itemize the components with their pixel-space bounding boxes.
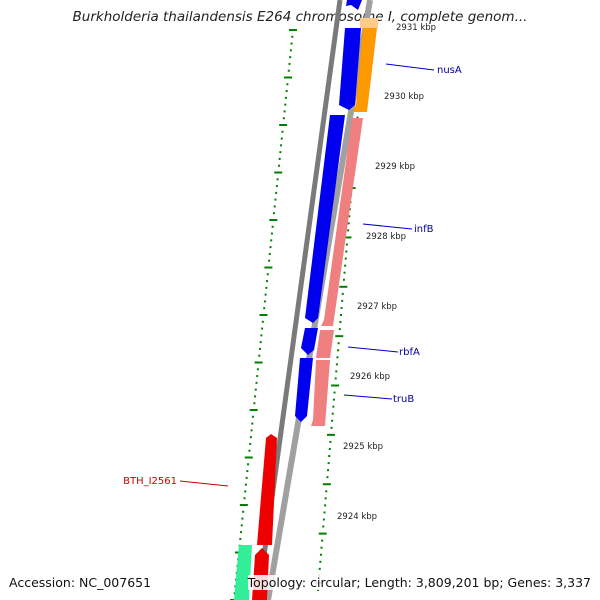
gene-labels: nusA infB rbfA truB BTH_I2561 xyxy=(123,65,462,487)
gene-nusA-upstream-light xyxy=(360,18,378,28)
gene-red-lower[interactable] xyxy=(252,548,269,600)
gene-label-nusA[interactable]: nusA xyxy=(437,65,462,76)
leader-infB xyxy=(362,223,413,230)
scale-label: 2925 kbp xyxy=(343,442,383,452)
gene-forward-blue-2[interactable] xyxy=(305,115,345,323)
leader-BTH_I2561 xyxy=(179,480,229,487)
gene-green-lower[interactable] xyxy=(234,545,252,600)
gene-rbfA[interactable] xyxy=(316,330,334,358)
scale-label: 2926 kbp xyxy=(350,372,390,382)
gene-label-BTH_I2561[interactable]: BTH_I2561 xyxy=(123,476,177,487)
gene-forward-blue-4[interactable] xyxy=(295,358,313,422)
accession-text: Accession: NC_007651 xyxy=(9,575,152,590)
leader-rbfA xyxy=(347,346,399,353)
gene-infB[interactable] xyxy=(321,118,363,326)
gene-forward-blue-1[interactable] xyxy=(339,28,361,110)
gene-truB[interactable] xyxy=(311,360,330,426)
scale-label: 2930 kbp xyxy=(384,92,424,102)
scale-label: 2931 kbp xyxy=(396,23,436,33)
gene-label-rbfA[interactable]: rbfA xyxy=(399,347,420,358)
gene-nusA-upstream-blue[interactable] xyxy=(346,0,362,10)
scale-label: 2929 kbp xyxy=(375,162,415,172)
gene-label-infB[interactable]: infB xyxy=(414,224,434,235)
map-title: Burkholderia thailandensis E264 chromoso… xyxy=(72,9,528,25)
leader-nusA xyxy=(385,63,435,71)
scale-labels: 2931 kbp 2930 kbp 2929 kbp 2928 kbp 2927 kbp… xyxy=(337,23,436,522)
scale-label: 2924 kbp xyxy=(337,512,377,522)
scale-label: 2928 kbp xyxy=(366,232,406,242)
leader-truB xyxy=(343,394,393,400)
gene-nusA[interactable] xyxy=(353,28,377,112)
gene-forward-blue-3[interactable] xyxy=(301,328,318,355)
scale-label: 2927 kbp xyxy=(357,302,397,312)
gene-BTH_I2561[interactable] xyxy=(257,434,277,545)
gene-label-truB[interactable]: truB xyxy=(393,394,414,405)
summary-text: Topology: circular; Length: 3,809,201 bp… xyxy=(247,575,591,590)
